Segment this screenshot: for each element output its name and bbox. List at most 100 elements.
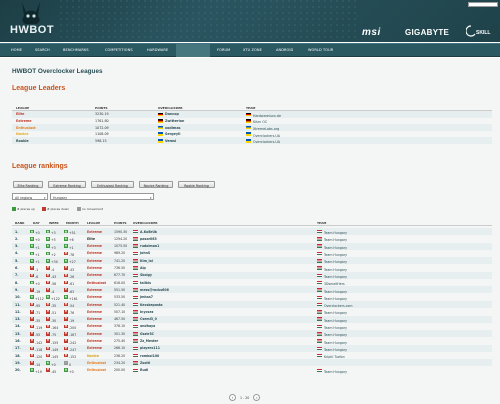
overclocker-cell[interactable]: A.KoBrUk xyxy=(133,230,157,234)
team-cell[interactable]: Team Hungary xyxy=(317,237,347,242)
rank-number: 5. xyxy=(15,258,19,263)
gskill-logo-icon[interactable]: SKILL xyxy=(465,25,496,38)
leader-team[interactable]: XtremeLabs.org xyxy=(246,125,279,131)
overclocker-cell[interactable]: JohnS xyxy=(133,251,150,255)
leader-team[interactable]: Kitzn OC xyxy=(246,119,267,124)
enthusiast-ranking-button[interactable]: Enthusiast Ranking xyxy=(91,181,134,188)
overclocker-cell[interactable]: Skolgy xyxy=(133,273,152,277)
team-cell[interactable]: Kriptil Tuzfon xyxy=(317,353,345,359)
extreme-ranking-button[interactable]: Extreme Ranking xyxy=(48,181,86,188)
flag-icon xyxy=(133,251,138,256)
overclocker-cell[interactable]: tallkis xyxy=(133,281,151,285)
overclocker-cell[interactable]: Kecskepasta xyxy=(133,303,163,307)
overclocker-cell[interactable]: Zz_Mester xyxy=(133,339,158,343)
col-team: TEAM xyxy=(317,221,327,225)
nav-android[interactable]: ANDROID xyxy=(276,48,294,52)
rank-number: 20. xyxy=(15,368,21,373)
nav-hardware[interactable]: HARDWARE xyxy=(147,48,169,52)
week-movement: ▼ -149 xyxy=(46,345,59,352)
leader-overclocker[interactable]: Dancop xyxy=(158,112,179,116)
team-cell[interactable]: 3DsmaltHers xyxy=(317,280,345,286)
points-cell: 275.40 xyxy=(114,339,126,344)
prev-page-button[interactable]: ‹ xyxy=(229,394,236,401)
rookie-ranking-button[interactable]: Rookie Ranking xyxy=(178,181,215,188)
up-arrow-icon: ▲ xyxy=(30,279,34,285)
up-arrow-icon: ▲ xyxy=(46,243,50,248)
nav-benchmarks[interactable]: BENCHMARKS xyxy=(63,48,89,52)
overclocker-cell[interactable]: Kim_lol xyxy=(133,259,153,263)
team-cell[interactable]: Team Hungary xyxy=(317,346,347,352)
overclocker-cell[interactable]: pasarli63 xyxy=(133,237,157,241)
next-page-button[interactable]: › xyxy=(253,394,261,401)
points-cell: 616.00 xyxy=(114,280,126,285)
nav-active-tab[interactable] xyxy=(176,44,210,57)
team-cell[interactable]: Team Hungary xyxy=(317,368,347,374)
week-movement: ▼ -58 xyxy=(46,279,57,287)
novice-ranking-button[interactable]: Novice Ranking xyxy=(139,181,173,188)
overclocker-cell[interactable]: playerx111 xyxy=(133,346,160,350)
rank-number: 8. xyxy=(15,280,19,285)
nav-home[interactable]: HOME xyxy=(11,48,23,52)
search-input[interactable] xyxy=(468,2,498,7)
down-arrow-icon: ▼ xyxy=(64,345,68,351)
flag-icon xyxy=(158,125,163,130)
nav-forum[interactable]: FORUM xyxy=(217,48,231,52)
nav-xtu-zone[interactable]: XTU ZONE xyxy=(243,48,262,52)
team-cell[interactable]: Team Hungary xyxy=(317,244,347,250)
team-cell[interactable]: Team Hungary xyxy=(317,339,347,345)
rank-number: 13. xyxy=(15,317,21,322)
header-pattern xyxy=(60,0,360,42)
table-row: 6. ▼ -1 ▼ -4 ▼ -43 Extreme 736.50 Alp Team Hungary xyxy=(12,265,492,272)
msi-logo[interactable]: msi xyxy=(362,27,381,38)
leader-team[interactable]: Overclockers.UA xyxy=(246,132,280,138)
nav-search[interactable]: SEARCH xyxy=(35,48,50,52)
team-cell[interactable]: Team Hungary xyxy=(317,317,347,323)
site-logo[interactable]: HWBOT xyxy=(10,24,55,36)
overclocker-cell[interactable]: jmhas7 xyxy=(133,295,153,299)
month-movement: ▼ -19 xyxy=(64,316,75,323)
flag-icon xyxy=(246,125,251,130)
leader-overclocker[interactable]: Vemsi xyxy=(158,139,176,143)
team-cell[interactable]: Team Hungary xyxy=(317,324,347,330)
league-cell: Extreme xyxy=(87,295,102,300)
nav-competitions[interactable]: COMPETITIONS xyxy=(105,48,133,52)
country-select[interactable]: Hungary ▾ xyxy=(50,193,154,200)
svg-text:SKILL: SKILL xyxy=(476,30,490,36)
col-team: TEAM xyxy=(246,106,256,110)
overclocker-cell[interactable]: mess@rocks606 xyxy=(133,288,169,292)
team-cell[interactable]: Team Hungary xyxy=(317,295,347,301)
leader-overclocker[interactable]: Zwitterion xyxy=(158,119,184,123)
elite-ranking-button[interactable]: Elite Ranking xyxy=(13,181,43,188)
flag-icon xyxy=(158,139,163,143)
team-cell[interactable]: Overclockers.com xyxy=(317,302,352,308)
overclocker-cell[interactable]: rudoiman1 xyxy=(133,244,159,248)
overclocker-cell[interactable]: Inycsez xyxy=(133,310,153,314)
logo-mascot-icon[interactable] xyxy=(8,0,54,40)
region-select[interactable]: All regions ▾ xyxy=(12,193,48,200)
overclocker-cell[interactable]: rombal100 xyxy=(133,354,159,358)
overclocker-cell[interactable]: Csemi3_0 xyxy=(133,317,157,321)
month-movement: ▲ +6 xyxy=(64,236,74,243)
team-cell[interactable]: Team Hungary xyxy=(317,266,347,272)
team-cell[interactable]: Team Hungary xyxy=(317,273,347,279)
leader-overclocker[interactable]: xodimas xyxy=(158,126,181,130)
team-cell[interactable]: Team Hungary xyxy=(317,332,347,337)
flag-icon xyxy=(317,295,322,300)
league-cell: Extreme xyxy=(87,287,102,292)
team-cell[interactable]: Team Hungary xyxy=(317,229,347,235)
overclocker-cell[interactable]: Gsztr3C xyxy=(133,332,154,336)
overclocker-cell[interactable]: andhaya xyxy=(133,324,155,328)
team-cell[interactable]: Team Hungary xyxy=(317,310,347,315)
leader-team[interactable]: Overclockers.UA xyxy=(246,139,280,144)
legend-places-down: # places down xyxy=(42,207,69,211)
leader-team[interactable]: Hardwareluxx.de xyxy=(246,112,281,118)
team-cell[interactable]: Team Hungary xyxy=(317,288,347,294)
nav-world-tour[interactable]: WORLD TOUR xyxy=(308,48,334,52)
leader-overclocker[interactable]: SergeyII xyxy=(158,132,180,136)
team-cell[interactable]: Team Hungary xyxy=(317,251,347,257)
gigabyte-logo[interactable]: GIGABYTE xyxy=(405,28,450,37)
overclocker-cell[interactable]: Zsolti xyxy=(133,361,150,365)
overclocker-cell[interactable]: Rudi xyxy=(133,368,148,372)
team-cell[interactable]: Team Hungary xyxy=(317,259,347,264)
overclocker-cell[interactable]: Alp xyxy=(133,266,146,270)
